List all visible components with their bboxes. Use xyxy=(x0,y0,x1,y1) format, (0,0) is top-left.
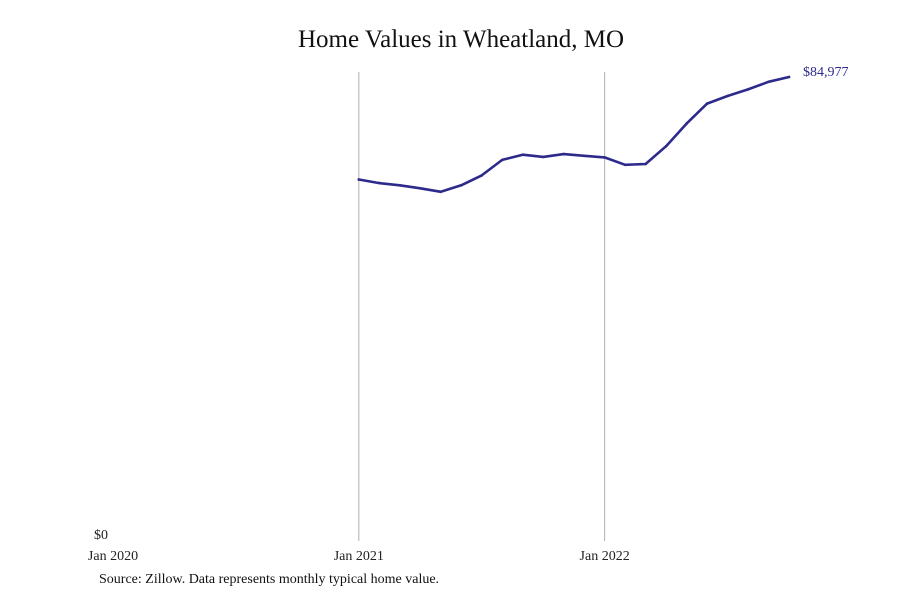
data-point xyxy=(378,181,381,185)
tick-labels: Jan 2020 Jan 2021 Jan 2022 $0 $84,977 xyxy=(88,65,849,564)
y-tick-label: $0 xyxy=(94,528,108,543)
series-lines xyxy=(357,75,791,194)
data-point xyxy=(644,162,647,166)
data-point xyxy=(726,94,729,98)
x-tick-label: Jan 2022 xyxy=(580,549,630,564)
data-point xyxy=(767,80,770,84)
data-point xyxy=(439,190,443,194)
x-tick-label: Jan 2021 xyxy=(334,549,384,564)
end-value-label: $84,977 xyxy=(803,65,849,80)
data-point xyxy=(685,122,688,125)
gridlines xyxy=(358,72,606,541)
data-point xyxy=(398,184,402,187)
data-point xyxy=(459,184,463,187)
series-line xyxy=(357,75,791,194)
data-point xyxy=(562,152,565,156)
data-point xyxy=(705,102,709,105)
data-point xyxy=(603,156,606,159)
data-point xyxy=(357,178,361,181)
chart-title: Home Values in Wheatland, MO xyxy=(297,26,625,53)
data-point xyxy=(787,75,791,79)
data-point xyxy=(746,88,750,91)
data-point xyxy=(541,155,545,159)
source-note: Source: Zillow. Data represents monthly … xyxy=(99,572,440,587)
data-point xyxy=(480,174,484,177)
x-tick-label: Jan 2020 xyxy=(88,549,138,564)
data-point xyxy=(500,158,504,162)
data-point xyxy=(521,153,524,156)
data-point xyxy=(664,144,668,148)
data-point xyxy=(623,163,627,167)
data-point xyxy=(419,187,422,190)
data-point xyxy=(582,154,586,158)
